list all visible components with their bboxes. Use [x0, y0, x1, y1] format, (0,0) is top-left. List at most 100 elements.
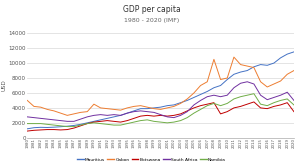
Botswana: [259, 107, 262, 109]
Gabon: [285, 73, 289, 75]
Botswana: [225, 111, 229, 113]
Namibia: [52, 124, 56, 126]
Mauritius: [72, 124, 76, 126]
Gabon: [165, 107, 169, 109]
Mauritius: [272, 62, 276, 64]
Gabon: [32, 105, 36, 107]
South Africa: [225, 94, 229, 96]
Mauritius: [245, 70, 249, 72]
Mauritius: [59, 126, 62, 128]
Namibia: [132, 121, 136, 123]
Namibia: [272, 102, 276, 104]
Botswana: [179, 113, 182, 115]
South Africa: [199, 99, 202, 101]
Namibia: [92, 122, 96, 124]
Mauritius: [185, 99, 189, 101]
Mauritius: [265, 64, 269, 66]
South Africa: [239, 82, 242, 84]
Gabon: [239, 64, 242, 66]
South Africa: [79, 118, 82, 120]
Mauritius: [139, 108, 142, 110]
Botswana: [205, 103, 209, 105]
Gabon: [132, 105, 136, 107]
Botswana: [245, 103, 249, 105]
Gabon: [159, 108, 162, 110]
Namibia: [232, 98, 236, 100]
South Africa: [25, 116, 29, 118]
Gabon: [199, 84, 202, 86]
Namibia: [105, 123, 109, 125]
Botswana: [285, 102, 289, 104]
Botswana: [85, 123, 89, 124]
South Africa: [52, 119, 56, 121]
Mauritius: [112, 116, 116, 118]
Gabon: [105, 108, 109, 110]
Botswana: [272, 105, 276, 107]
Mauritius: [285, 53, 289, 55]
Botswana: [59, 129, 62, 131]
Botswana: [79, 125, 82, 127]
Gabon: [72, 113, 76, 115]
Namibia: [145, 119, 149, 121]
South Africa: [185, 111, 189, 113]
Botswana: [72, 127, 76, 129]
Gabon: [119, 109, 122, 111]
South Africa: [272, 96, 276, 98]
Gabon: [212, 58, 216, 60]
Gabon: [39, 106, 42, 108]
Mauritius: [145, 108, 149, 110]
Botswana: [232, 107, 236, 109]
South Africa: [159, 114, 162, 116]
Botswana: [219, 113, 222, 115]
Namibia: [259, 103, 262, 105]
Y-axis label: USD: USD: [2, 80, 7, 91]
Botswana: [45, 128, 49, 130]
Line: Namibia: Namibia: [27, 94, 294, 126]
Botswana: [92, 121, 96, 123]
South Africa: [252, 83, 256, 85]
Namibia: [292, 104, 296, 106]
Namibia: [252, 93, 256, 95]
Gabon: [292, 70, 296, 72]
Mauritius: [25, 128, 29, 130]
Namibia: [265, 105, 269, 107]
Mauritius: [85, 122, 89, 124]
Gabon: [152, 108, 156, 110]
South Africa: [212, 94, 216, 96]
Botswana: [192, 107, 196, 109]
South Africa: [265, 99, 269, 101]
Mauritius: [152, 107, 156, 109]
Botswana: [172, 114, 176, 116]
Namibia: [212, 102, 216, 104]
Text: GDP per capita: GDP per capita: [123, 5, 180, 14]
Botswana: [252, 101, 256, 103]
Namibia: [59, 125, 62, 127]
Namibia: [199, 108, 202, 110]
South Africa: [99, 114, 102, 116]
South Africa: [119, 114, 122, 116]
Line: Botswana: Botswana: [27, 102, 294, 131]
Namibia: [79, 124, 82, 126]
Gabon: [145, 106, 149, 108]
South Africa: [39, 117, 42, 119]
South Africa: [152, 111, 156, 113]
Mauritius: [52, 126, 56, 128]
Botswana: [39, 129, 42, 131]
Mauritius: [192, 96, 196, 98]
Namibia: [205, 105, 209, 107]
Namibia: [185, 117, 189, 119]
Legend: Mauritius, Gabon, Botswana, South Africa, Namibia: Mauritius, Gabon, Botswana, South Africa…: [75, 156, 228, 164]
South Africa: [85, 116, 89, 118]
Gabon: [45, 108, 49, 110]
Gabon: [252, 67, 256, 69]
Namibia: [179, 120, 182, 122]
Gabon: [205, 81, 209, 83]
Mauritius: [125, 112, 129, 114]
Gabon: [259, 81, 262, 83]
Namibia: [225, 102, 229, 104]
Botswana: [25, 130, 29, 132]
Mauritius: [65, 125, 69, 127]
Gabon: [65, 114, 69, 116]
Gabon: [265, 86, 269, 88]
South Africa: [259, 94, 262, 96]
